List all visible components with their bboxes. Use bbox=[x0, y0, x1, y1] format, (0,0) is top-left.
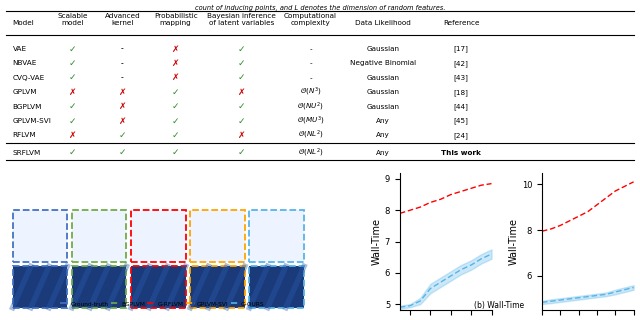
Text: Gaussian: Gaussian bbox=[366, 75, 399, 81]
Text: ✓: ✓ bbox=[68, 44, 76, 53]
Legend: Ground-truth, BGPLVM, G-RFLVM, GPLVM-SVI, G-OURS: Ground-truth, BGPLVM, G-RFLVM, GPLVM-SVI… bbox=[58, 299, 267, 309]
Text: ✗: ✗ bbox=[68, 88, 76, 97]
Text: -: - bbox=[309, 75, 312, 81]
Text: GPLVM-SVI: GPLVM-SVI bbox=[13, 118, 52, 124]
Text: [17]: [17] bbox=[454, 46, 468, 52]
Text: GPLVM: GPLVM bbox=[13, 89, 37, 95]
Text: ✓: ✓ bbox=[68, 148, 76, 157]
Text: RFLVM: RFLVM bbox=[13, 132, 36, 138]
Text: ✓: ✓ bbox=[118, 131, 126, 140]
Text: ✓: ✓ bbox=[238, 44, 245, 53]
Text: This work: This work bbox=[441, 150, 481, 156]
Text: $\mathcal{O}(N^3)$: $\mathcal{O}(N^3)$ bbox=[300, 86, 321, 98]
Text: [43]: [43] bbox=[454, 75, 468, 81]
Text: $\mathcal{O}(NL^2)$: $\mathcal{O}(NL^2)$ bbox=[298, 129, 323, 141]
Text: ✓: ✓ bbox=[238, 59, 245, 68]
Text: SRFLVM: SRFLVM bbox=[13, 150, 41, 156]
Text: [18]: [18] bbox=[454, 89, 468, 96]
Text: ✓: ✓ bbox=[172, 102, 179, 111]
Text: ✓: ✓ bbox=[238, 102, 245, 111]
Text: $\mathcal{O}(MU^3)$: $\mathcal{O}(MU^3)$ bbox=[297, 115, 324, 127]
Text: Probabilistic
mapping: Probabilistic mapping bbox=[154, 12, 198, 26]
Text: [44]: [44] bbox=[454, 103, 468, 110]
Text: -: - bbox=[121, 44, 124, 53]
Text: ✓: ✓ bbox=[238, 148, 245, 157]
Bar bbox=[250, 266, 304, 308]
Text: ✓: ✓ bbox=[238, 116, 245, 125]
Text: ✗: ✗ bbox=[238, 88, 245, 97]
Bar bbox=[72, 210, 126, 262]
Text: Any: Any bbox=[376, 132, 390, 138]
Text: ✓: ✓ bbox=[68, 59, 76, 68]
Text: ✗: ✗ bbox=[68, 131, 76, 140]
Text: Any: Any bbox=[376, 118, 390, 124]
Bar bbox=[190, 210, 245, 262]
Text: ✓: ✓ bbox=[172, 148, 179, 157]
Text: ✓: ✓ bbox=[68, 116, 76, 125]
Text: NBVAE: NBVAE bbox=[13, 60, 37, 66]
Text: Negative Binomial: Negative Binomial bbox=[349, 60, 416, 66]
Text: ✗: ✗ bbox=[238, 131, 245, 140]
Bar bbox=[131, 210, 186, 262]
Text: Data Likelihood: Data Likelihood bbox=[355, 20, 411, 26]
Bar bbox=[190, 266, 245, 308]
Text: ✓: ✓ bbox=[118, 148, 126, 157]
Text: -: - bbox=[121, 73, 124, 82]
Text: Any: Any bbox=[376, 150, 390, 156]
Y-axis label: Wall-Time: Wall-Time bbox=[372, 218, 382, 265]
Bar bbox=[72, 266, 126, 308]
Text: ✗: ✗ bbox=[118, 102, 126, 111]
Text: ✗: ✗ bbox=[118, 88, 126, 97]
Text: Bayesian inference
of latent variables: Bayesian inference of latent variables bbox=[207, 12, 276, 26]
Text: CVQ-VAE: CVQ-VAE bbox=[13, 75, 45, 81]
Text: BGPLVM: BGPLVM bbox=[13, 104, 42, 109]
Text: Advanced
kernel: Advanced kernel bbox=[104, 12, 140, 26]
Text: $\mathcal{O}(NL^2)$: $\mathcal{O}(NL^2)$ bbox=[298, 147, 323, 159]
Text: Gaussian: Gaussian bbox=[366, 46, 399, 52]
Text: Model: Model bbox=[13, 20, 35, 26]
Text: Scalable
model: Scalable model bbox=[57, 12, 88, 26]
Text: ✗: ✗ bbox=[172, 73, 179, 82]
Text: [45]: [45] bbox=[454, 117, 468, 124]
Text: -: - bbox=[309, 46, 312, 52]
Text: -: - bbox=[309, 60, 312, 66]
Text: ✗: ✗ bbox=[118, 116, 126, 125]
Text: ✓: ✓ bbox=[68, 73, 76, 82]
Text: Gaussian: Gaussian bbox=[366, 89, 399, 95]
Text: ✓: ✓ bbox=[172, 131, 179, 140]
Text: ✗: ✗ bbox=[172, 44, 179, 53]
Text: ✓: ✓ bbox=[172, 88, 179, 97]
Text: ✗: ✗ bbox=[172, 59, 179, 68]
Text: ✓: ✓ bbox=[238, 73, 245, 82]
Text: Gaussian: Gaussian bbox=[366, 104, 399, 109]
Bar bbox=[13, 266, 67, 308]
Text: VAE: VAE bbox=[13, 46, 27, 52]
Text: [42]: [42] bbox=[454, 60, 468, 67]
Text: [24]: [24] bbox=[454, 132, 468, 139]
Text: (b) Wall-Time: (b) Wall-Time bbox=[474, 301, 524, 310]
Bar bbox=[250, 210, 304, 262]
Text: Reference: Reference bbox=[443, 20, 479, 26]
Text: $\mathcal{O}(NU^2)$: $\mathcal{O}(NU^2)$ bbox=[297, 100, 324, 113]
Text: -: - bbox=[121, 59, 124, 68]
Text: ✓: ✓ bbox=[68, 102, 76, 111]
Text: count of inducing points, and L denotes the dimension of random features.: count of inducing points, and L denotes … bbox=[195, 5, 445, 11]
Bar bbox=[13, 210, 67, 262]
Y-axis label: Wall-Time: Wall-Time bbox=[509, 218, 519, 265]
Bar bbox=[131, 266, 186, 308]
Text: Computational
complexity: Computational complexity bbox=[284, 12, 337, 26]
Text: ✓: ✓ bbox=[172, 116, 179, 125]
